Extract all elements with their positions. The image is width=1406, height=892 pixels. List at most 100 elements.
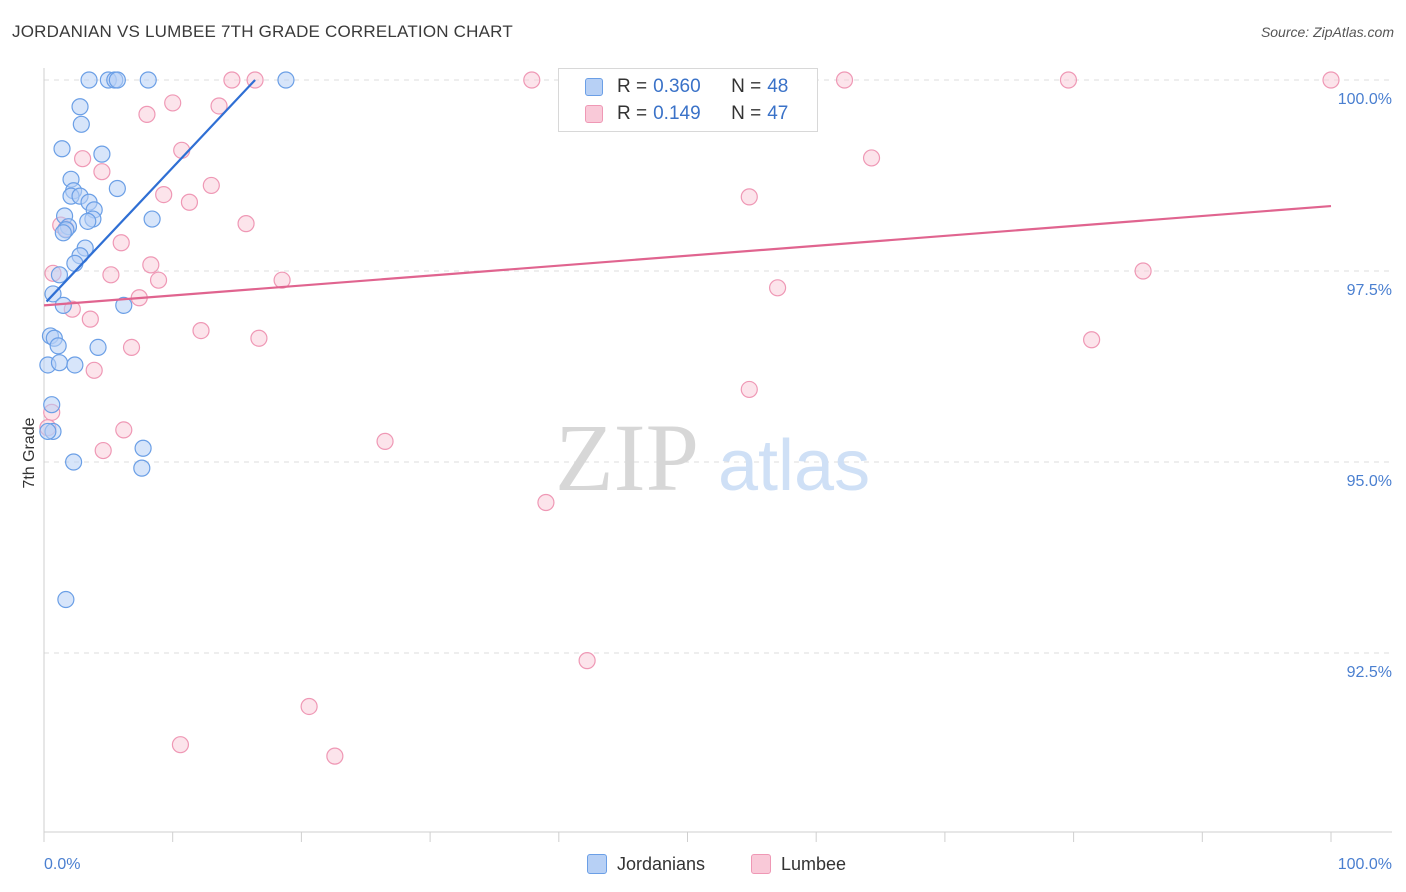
bottom-legend-label-jordanians: Jordanians	[617, 853, 706, 874]
jordanians-point	[133, 459, 151, 477]
jordanians-point	[53, 140, 71, 158]
jordanians-point	[50, 266, 69, 284]
lumbee-point	[523, 71, 541, 89]
lumbee-point	[81, 310, 99, 328]
lumbee-point	[223, 71, 241, 89]
y-tick-label: 100.0%	[1338, 91, 1392, 108]
jordanians-point	[54, 224, 72, 242]
legend-r-label: R =	[617, 103, 648, 124]
legend-n-label: N =	[731, 103, 762, 124]
legend-row-lumbee: R = 0.149 N = 47	[585, 102, 788, 126]
legend-swatch-jordanians	[585, 78, 603, 96]
y-tick-label: 92.5%	[1347, 664, 1392, 681]
lumbee-point	[326, 747, 344, 765]
lumbee-point	[250, 329, 268, 347]
jordanians-point	[50, 354, 69, 372]
legend-n-value: 48	[767, 76, 789, 97]
y-tick-labels: 92.5% 95.0% 97.5% 100.0%	[1338, 91, 1392, 681]
jordanians-point	[39, 422, 57, 441]
watermark-zip: ZIP	[555, 404, 699, 511]
lumbee-point	[155, 186, 173, 204]
x-tick-label: 0.0%	[44, 856, 80, 873]
jordanians-point	[66, 356, 84, 374]
trend-lines	[43, 79, 1332, 307]
lumbee-point	[768, 279, 787, 297]
legend-r-value: 0.149	[653, 103, 701, 124]
lumbee-point	[94, 441, 112, 460]
lumbee-point	[300, 697, 318, 716]
y-tick-label: 97.5%	[1347, 282, 1392, 299]
lumbee-point	[115, 421, 133, 439]
x-tick-labels: 0.0% 100.0%	[44, 856, 1392, 873]
jordanians-point	[66, 254, 84, 272]
lumbee-point	[149, 271, 168, 289]
lumbee-point	[740, 188, 758, 206]
x-tick-label: 100.0%	[1338, 856, 1392, 873]
legend-swatch-lumbee	[585, 105, 603, 123]
lumbee-point	[180, 193, 199, 211]
jordanians-point	[57, 590, 75, 609]
legend-r-label: R =	[617, 76, 648, 97]
lumbee-point	[202, 176, 220, 195]
bottom-legend-label-lumbee: Lumbee	[781, 853, 847, 874]
jordanians-point	[277, 71, 295, 89]
jordanians-point	[115, 296, 133, 314]
lumbee-point	[210, 97, 228, 115]
legend-r-value: 0.360	[653, 76, 701, 97]
legend-n-value: 47	[767, 103, 789, 124]
jordanians-point	[139, 71, 157, 89]
lumbee-point	[273, 271, 291, 289]
bottom-legend-swatch-jordanians	[587, 854, 607, 874]
bottom-legend-swatch-lumbee	[751, 854, 771, 874]
y-tick-label: 95.0%	[1347, 473, 1392, 490]
lumbee-point	[237, 215, 255, 233]
jordanians-point	[108, 71, 126, 89]
legend-row-jordanians: R = 0.360 N = 48	[585, 75, 788, 99]
y-axis-label: 7th Grade	[21, 417, 38, 488]
lumbee-point	[192, 321, 210, 340]
jordanians-point	[43, 396, 61, 414]
axes	[43, 68, 1392, 842]
lumbee-point	[171, 736, 190, 754]
lumbee-point	[1134, 262, 1152, 280]
source-credit: Source: ZipAtlas.com	[1260, 24, 1394, 40]
lumbee-point	[1083, 331, 1101, 349]
lumbee-point	[173, 141, 191, 159]
lumbee-point	[142, 256, 160, 274]
gridlines	[44, 79, 1392, 654]
lumbee-point	[138, 105, 156, 123]
legend-n-label: N =	[731, 76, 762, 97]
lumbee-point	[862, 149, 881, 167]
lumbee-point	[112, 234, 130, 252]
jordanians-point	[89, 338, 107, 356]
lumbee-point	[1322, 71, 1340, 89]
chart-title: JORDANIAN VS LUMBEE 7TH GRADE CORRELATIO…	[12, 22, 513, 41]
jordanians-point	[79, 212, 97, 230]
jordanians-point	[143, 210, 161, 228]
lumbee-point	[74, 150, 92, 168]
watermark-atlas: atlas	[718, 426, 870, 506]
jordanians-point	[49, 337, 67, 355]
lumbee-point	[578, 652, 596, 670]
jordanians-point	[71, 98, 89, 116]
lumbee-point	[93, 163, 111, 181]
bottom-legend-lumbee: Lumbee	[751, 852, 846, 876]
jordanians-point	[134, 439, 152, 457]
jordanians-trend-line	[45, 79, 256, 303]
lumbee-point	[85, 361, 103, 379]
lumbee-point	[835, 71, 854, 89]
stats-legend: R = 0.360 N = 48 R = 0.149 N = 47	[558, 68, 818, 132]
series-jordanians-points	[39, 71, 295, 609]
lumbee-point	[376, 432, 394, 450]
lumbee-point	[122, 338, 141, 356]
lumbee-trend-line	[43, 204, 1332, 307]
watermark: ZIP atlas	[555, 404, 870, 511]
bottom-legend-jordanians: Jordanians	[587, 852, 705, 876]
jordanians-point	[80, 71, 98, 89]
jordanians-point	[72, 115, 90, 133]
lumbee-point	[102, 266, 120, 284]
lumbee-point	[537, 493, 555, 512]
lumbee-point	[164, 94, 182, 112]
lumbee-point	[740, 380, 758, 399]
